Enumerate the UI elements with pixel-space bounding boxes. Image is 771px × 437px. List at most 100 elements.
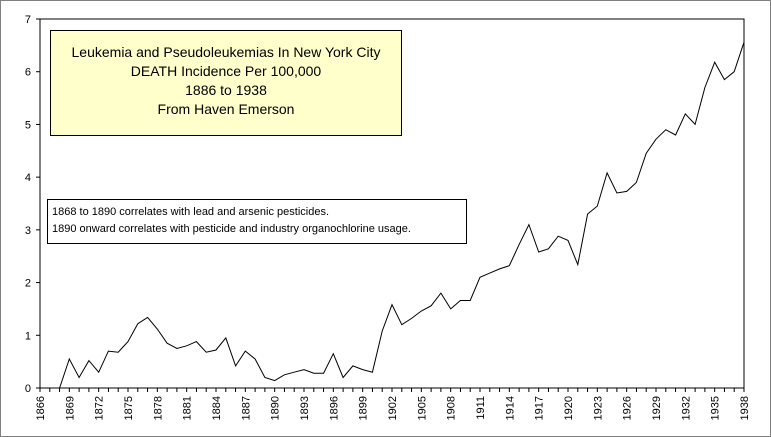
data-point	[215, 349, 217, 351]
x-tick-label: 1932	[680, 396, 692, 420]
annotation-line: 1890 onward correlates with pesticide an…	[52, 223, 411, 235]
data-point	[156, 328, 158, 330]
data-point	[440, 292, 442, 294]
data-point	[362, 369, 364, 371]
annotation-line: 1868 to 1890 correlates with lead and ar…	[52, 206, 330, 218]
data-point	[391, 304, 393, 306]
data-point	[59, 387, 61, 389]
x-tick-label: 1929	[651, 396, 663, 420]
data-point	[733, 71, 735, 73]
data-point	[547, 248, 549, 250]
data-point	[323, 372, 325, 374]
data-point	[107, 350, 109, 352]
chart-title-line: Leukemia and Pseudoleukemias In New York…	[71, 44, 381, 60]
x-tick-label: 1869	[64, 396, 76, 420]
y-axis: 0 1 2 3 4 5 6 7	[25, 14, 40, 395]
data-point	[450, 308, 452, 310]
data-point	[225, 337, 227, 339]
x-tick-label: 1920	[563, 396, 575, 420]
chart-title-line: 1886 to 1938	[185, 82, 267, 98]
x-tick-label: 1866	[35, 396, 47, 420]
x-tick-label: 1896	[328, 396, 340, 420]
data-point	[98, 371, 100, 373]
data-point	[176, 348, 178, 350]
data-point	[557, 235, 559, 237]
data-point	[274, 380, 276, 382]
data-point	[332, 353, 334, 355]
data-point	[567, 239, 569, 241]
data-point	[127, 341, 129, 343]
data-point	[675, 134, 677, 136]
chart-title-line: From Haven Emerson	[157, 101, 295, 117]
x-tick-label: 1890	[270, 396, 282, 420]
data-point	[166, 342, 168, 344]
data-point	[411, 317, 413, 319]
data-point	[420, 310, 422, 312]
data-point	[616, 192, 618, 194]
x-tick-label: 1905	[416, 396, 428, 420]
data-point	[205, 351, 207, 353]
y-tick-label: 5	[25, 119, 31, 131]
data-point	[68, 358, 70, 360]
y-tick-label: 7	[25, 14, 31, 26]
x-tick-label: 1914	[504, 396, 516, 420]
data-point	[743, 41, 745, 43]
data-point	[635, 181, 637, 183]
x-tick-label: 1884	[211, 396, 223, 420]
data-point	[606, 172, 608, 174]
data-point	[244, 350, 246, 352]
x-tick-label: 1872	[94, 396, 106, 420]
data-point	[694, 123, 696, 125]
data-point	[88, 360, 90, 362]
data-point	[254, 358, 256, 360]
y-tick-label: 4	[25, 172, 31, 184]
data-point	[665, 129, 667, 131]
x-tick-label: 1875	[123, 396, 135, 420]
x-tick-label: 1908	[446, 396, 458, 420]
data-point	[371, 371, 373, 373]
data-point	[235, 365, 237, 367]
data-point	[626, 190, 628, 192]
data-point	[577, 264, 579, 266]
data-point	[528, 224, 530, 226]
data-point	[401, 324, 403, 326]
data-point	[723, 79, 725, 81]
data-point	[381, 330, 383, 332]
y-tick-label: 1	[25, 330, 31, 342]
y-tick-label: 0	[25, 383, 31, 395]
data-point	[587, 213, 589, 215]
data-point	[195, 341, 197, 343]
y-tick-label: 3	[25, 225, 31, 237]
x-tick-label: 1902	[387, 396, 399, 420]
x-tick-label: 1893	[299, 396, 311, 420]
data-point	[137, 323, 139, 325]
x-tick-label: 1881	[182, 396, 194, 420]
data-point	[313, 372, 315, 374]
data-point	[117, 351, 119, 353]
annotation-box: 1868 to 1890 correlates with lead and ar…	[47, 199, 467, 244]
x-tick-label: 1878	[152, 396, 164, 420]
x-axis: 1866 1869 1872 1875 1878 1881 1884 1887 1890 1893…	[35, 388, 751, 420]
data-point	[303, 369, 305, 371]
data-point	[283, 374, 285, 376]
data-point	[645, 152, 647, 154]
data-point	[479, 276, 481, 278]
data-point	[684, 113, 686, 115]
data-point	[538, 251, 540, 253]
x-tick-label: 1935	[710, 396, 722, 420]
data-point	[714, 61, 716, 63]
x-tick-label: 1917	[534, 396, 546, 420]
data-point	[147, 316, 149, 318]
x-tick-label: 1911	[475, 396, 487, 420]
data-point	[264, 377, 266, 379]
x-tick-label: 1887	[240, 396, 252, 420]
data-point	[469, 300, 471, 302]
x-tick-label: 1926	[622, 396, 634, 420]
data-point	[459, 300, 461, 302]
data-point	[518, 244, 520, 246]
data-point	[293, 371, 295, 373]
series-line	[59, 42, 745, 389]
data-point	[78, 377, 80, 379]
y-tick-label: 2	[25, 278, 31, 290]
data-point	[186, 345, 188, 347]
